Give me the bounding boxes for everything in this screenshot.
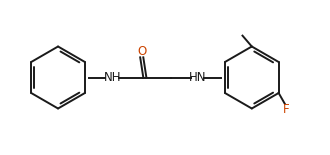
Text: HN: HN: [189, 71, 206, 84]
Text: NH: NH: [104, 71, 121, 84]
Text: O: O: [137, 45, 147, 58]
Text: F: F: [283, 103, 290, 116]
